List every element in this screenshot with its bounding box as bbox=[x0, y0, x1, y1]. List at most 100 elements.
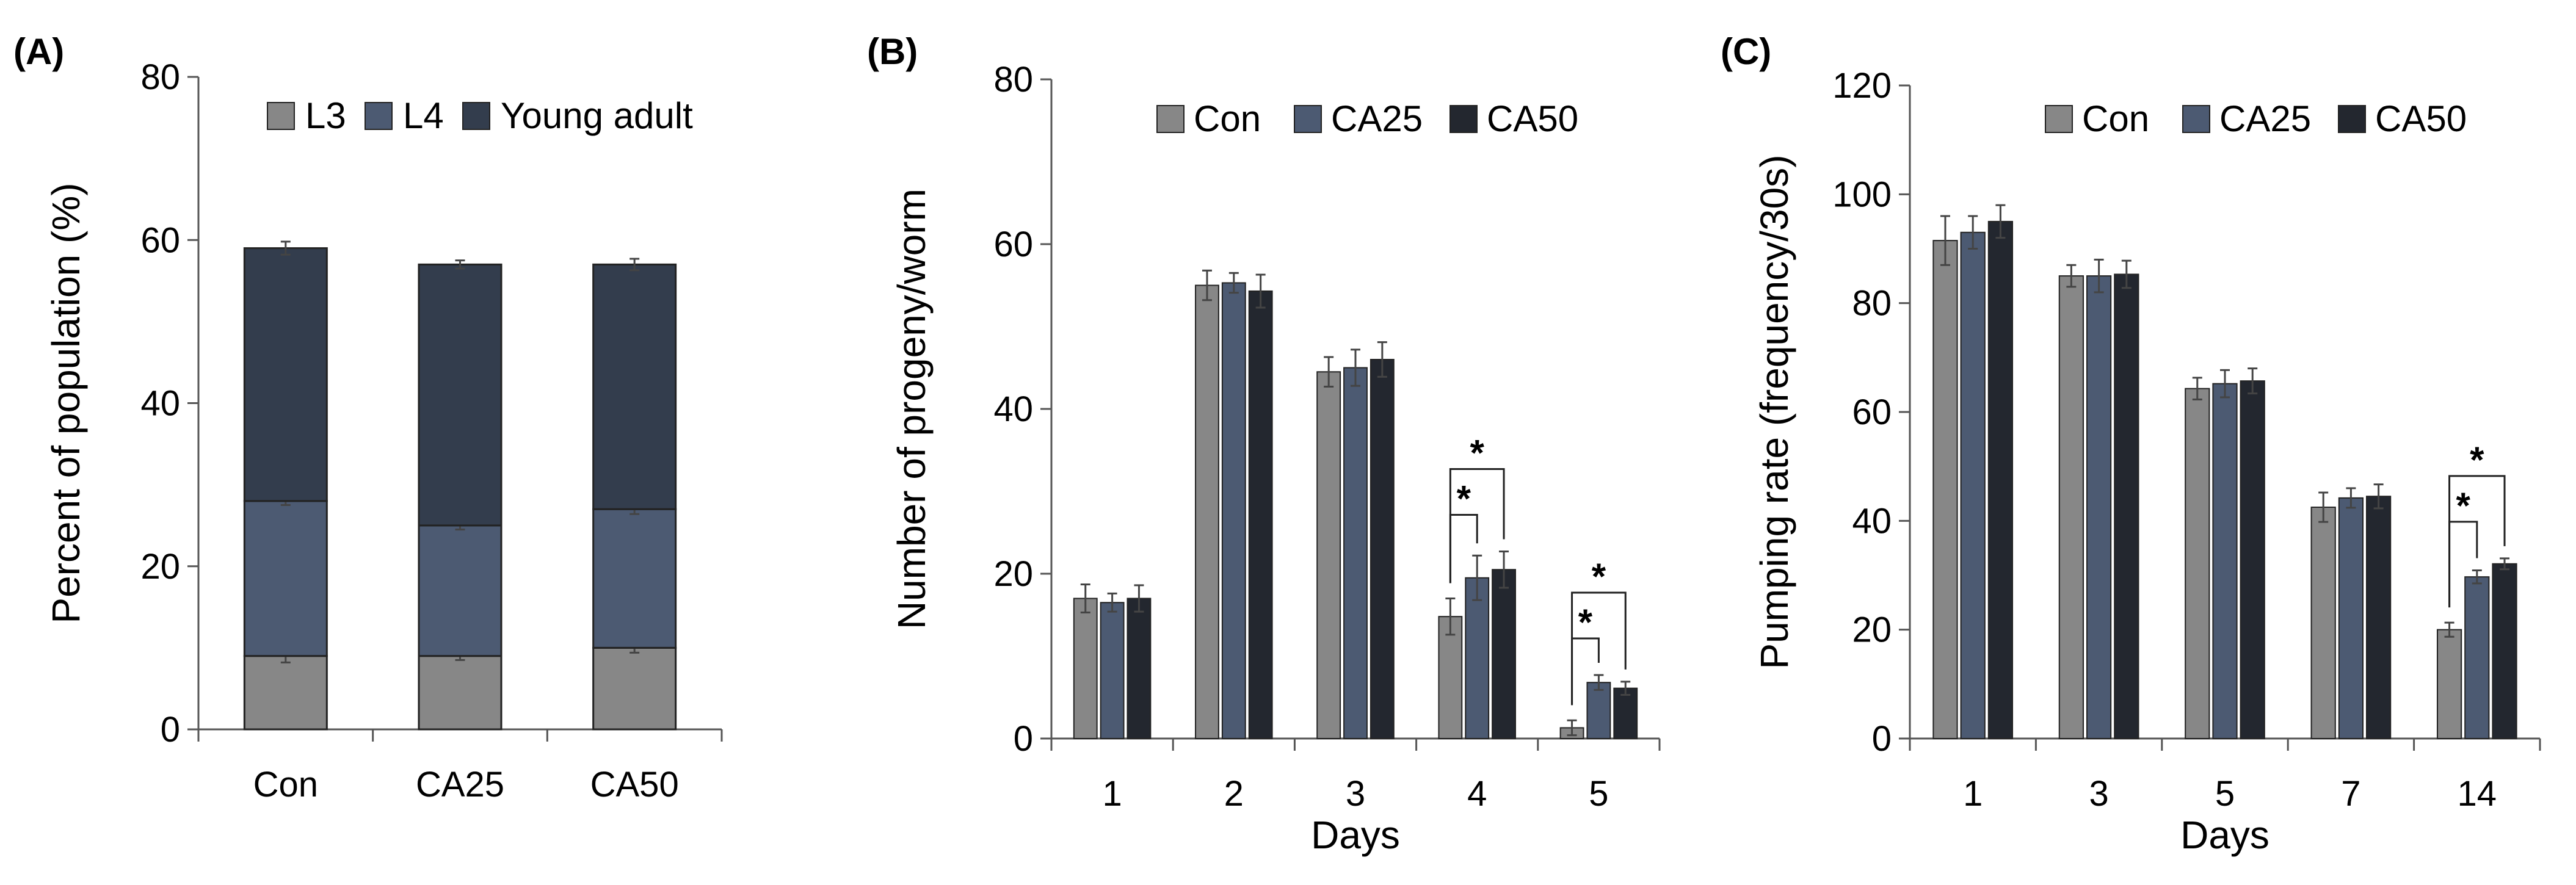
significance-star: * bbox=[1578, 602, 1593, 643]
bar bbox=[1100, 602, 1125, 739]
bar-segment bbox=[418, 524, 503, 657]
bar bbox=[1343, 367, 1368, 739]
y-tick-label: 0 bbox=[161, 710, 180, 750]
bar bbox=[1195, 284, 1219, 739]
bar bbox=[2338, 497, 2364, 740]
y-axis-title: Pumping rate (frequency/30s) bbox=[1752, 154, 1796, 669]
legend-label: CA25 bbox=[1331, 98, 1423, 139]
legend-swatch bbox=[2182, 105, 2210, 133]
legend-swatch bbox=[1449, 105, 1478, 133]
legend-label: L3 bbox=[305, 95, 346, 136]
legend-label: L4 bbox=[403, 95, 444, 136]
bar bbox=[1586, 682, 1611, 739]
bar bbox=[1073, 598, 1098, 739]
legend-label: CA50 bbox=[1487, 98, 1578, 139]
bar bbox=[2492, 563, 2517, 740]
x-tick-label: 2 bbox=[1224, 774, 1244, 814]
y-tick-label: 20 bbox=[140, 547, 180, 587]
bar bbox=[2310, 507, 2336, 740]
bar bbox=[1960, 231, 1986, 739]
legend-swatch bbox=[2045, 105, 2073, 133]
x-tick-label: 5 bbox=[1589, 774, 1608, 814]
x-tick-label: 1 bbox=[1963, 774, 1983, 814]
x-tick-label: CA25 bbox=[416, 765, 504, 804]
y-tick-label: 40 bbox=[993, 389, 1033, 429]
legend-label: CA50 bbox=[2375, 98, 2467, 139]
bar bbox=[1492, 569, 1516, 739]
bar bbox=[1316, 371, 1341, 739]
legend-swatch bbox=[267, 102, 295, 130]
y-tick-label: 60 bbox=[1852, 392, 1892, 432]
bar-segment bbox=[592, 508, 677, 649]
legend-swatch bbox=[1156, 105, 1185, 133]
bar bbox=[1248, 290, 1273, 739]
x-tick-label: 1 bbox=[1102, 774, 1122, 814]
bar bbox=[2114, 273, 2139, 739]
x-tick-label: CA50 bbox=[590, 765, 679, 804]
chart-panel-2: (C) 0 20 40 60 80 100 120 Pumping rate (frequenc… bbox=[1721, 31, 2541, 857]
bar bbox=[2436, 629, 2462, 739]
y-tick-label: 60 bbox=[140, 220, 180, 260]
y-tick-label: 80 bbox=[140, 57, 180, 97]
bar bbox=[1221, 282, 1246, 739]
bar bbox=[1932, 240, 1958, 739]
bar bbox=[2058, 275, 2084, 740]
bar bbox=[2185, 388, 2210, 739]
bar bbox=[1613, 687, 1638, 740]
panel-label: (B) bbox=[867, 31, 918, 72]
y-tick-label: 0 bbox=[1014, 719, 1033, 759]
bar bbox=[1987, 220, 2014, 739]
legend-swatch bbox=[1294, 105, 1322, 133]
legend-swatch bbox=[462, 102, 490, 130]
legend-swatch bbox=[365, 102, 393, 130]
x-tick-label: 3 bbox=[2089, 774, 2108, 814]
bar bbox=[2366, 496, 2392, 739]
significance-star: * bbox=[2470, 439, 2484, 480]
legend-swatch bbox=[2338, 105, 2366, 133]
x-axis-title: Days bbox=[1311, 813, 1400, 857]
bar bbox=[2464, 576, 2490, 739]
y-tick-label: 40 bbox=[140, 384, 180, 424]
bar-segment bbox=[592, 263, 677, 510]
significance-bracket bbox=[1449, 514, 1478, 583]
chart-panel-1: (B) 0 20 40 60 80 Number of progeny/worm 1 2 3 4 5 D… bbox=[867, 31, 1661, 857]
significance-star: * bbox=[1457, 479, 1471, 519]
y-axis-title: Percent of population (%) bbox=[44, 182, 88, 623]
bar bbox=[1127, 598, 1152, 739]
bar bbox=[1438, 616, 1463, 740]
legend-label: Con bbox=[2082, 98, 2149, 139]
y-tick-label: 60 bbox=[993, 225, 1033, 264]
bar-segment bbox=[243, 655, 328, 731]
y-tick-label: 120 bbox=[1832, 66, 1892, 106]
bar-segment bbox=[243, 247, 328, 502]
x-tick-label: 5 bbox=[2215, 774, 2235, 814]
legend-label: CA25 bbox=[2219, 98, 2311, 139]
x-tick-label: 14 bbox=[2458, 774, 2497, 814]
y-tick-label: 20 bbox=[1852, 610, 1892, 650]
significance-star: * bbox=[1592, 556, 1606, 597]
significance-star: * bbox=[1470, 433, 1485, 474]
bar bbox=[1370, 359, 1395, 739]
significance-bracket bbox=[1571, 591, 1627, 706]
y-axis-title: Number of progeny/worm bbox=[890, 189, 934, 629]
significance-star: * bbox=[2456, 485, 2471, 526]
bar-segment bbox=[592, 646, 677, 731]
y-tick-label: 0 bbox=[1872, 719, 1892, 759]
panel-label: (C) bbox=[1721, 31, 1771, 72]
x-tick-label: 7 bbox=[2341, 774, 2360, 814]
x-axis-title: Days bbox=[2180, 813, 2269, 857]
y-tick-label: 80 bbox=[1852, 284, 1892, 323]
significance-bracket bbox=[2448, 475, 2506, 608]
bar bbox=[2212, 383, 2238, 739]
bar-segment bbox=[243, 500, 328, 657]
bar bbox=[1465, 577, 1490, 739]
y-tick-label: 100 bbox=[1832, 175, 1892, 214]
panel-label: (A) bbox=[13, 31, 64, 72]
bar bbox=[2240, 380, 2265, 739]
bar bbox=[2086, 275, 2112, 740]
bar-segment bbox=[418, 263, 503, 527]
significance-bracket bbox=[1449, 468, 1505, 583]
bar-segment bbox=[418, 655, 503, 731]
x-tick-label: 3 bbox=[1346, 774, 1365, 814]
